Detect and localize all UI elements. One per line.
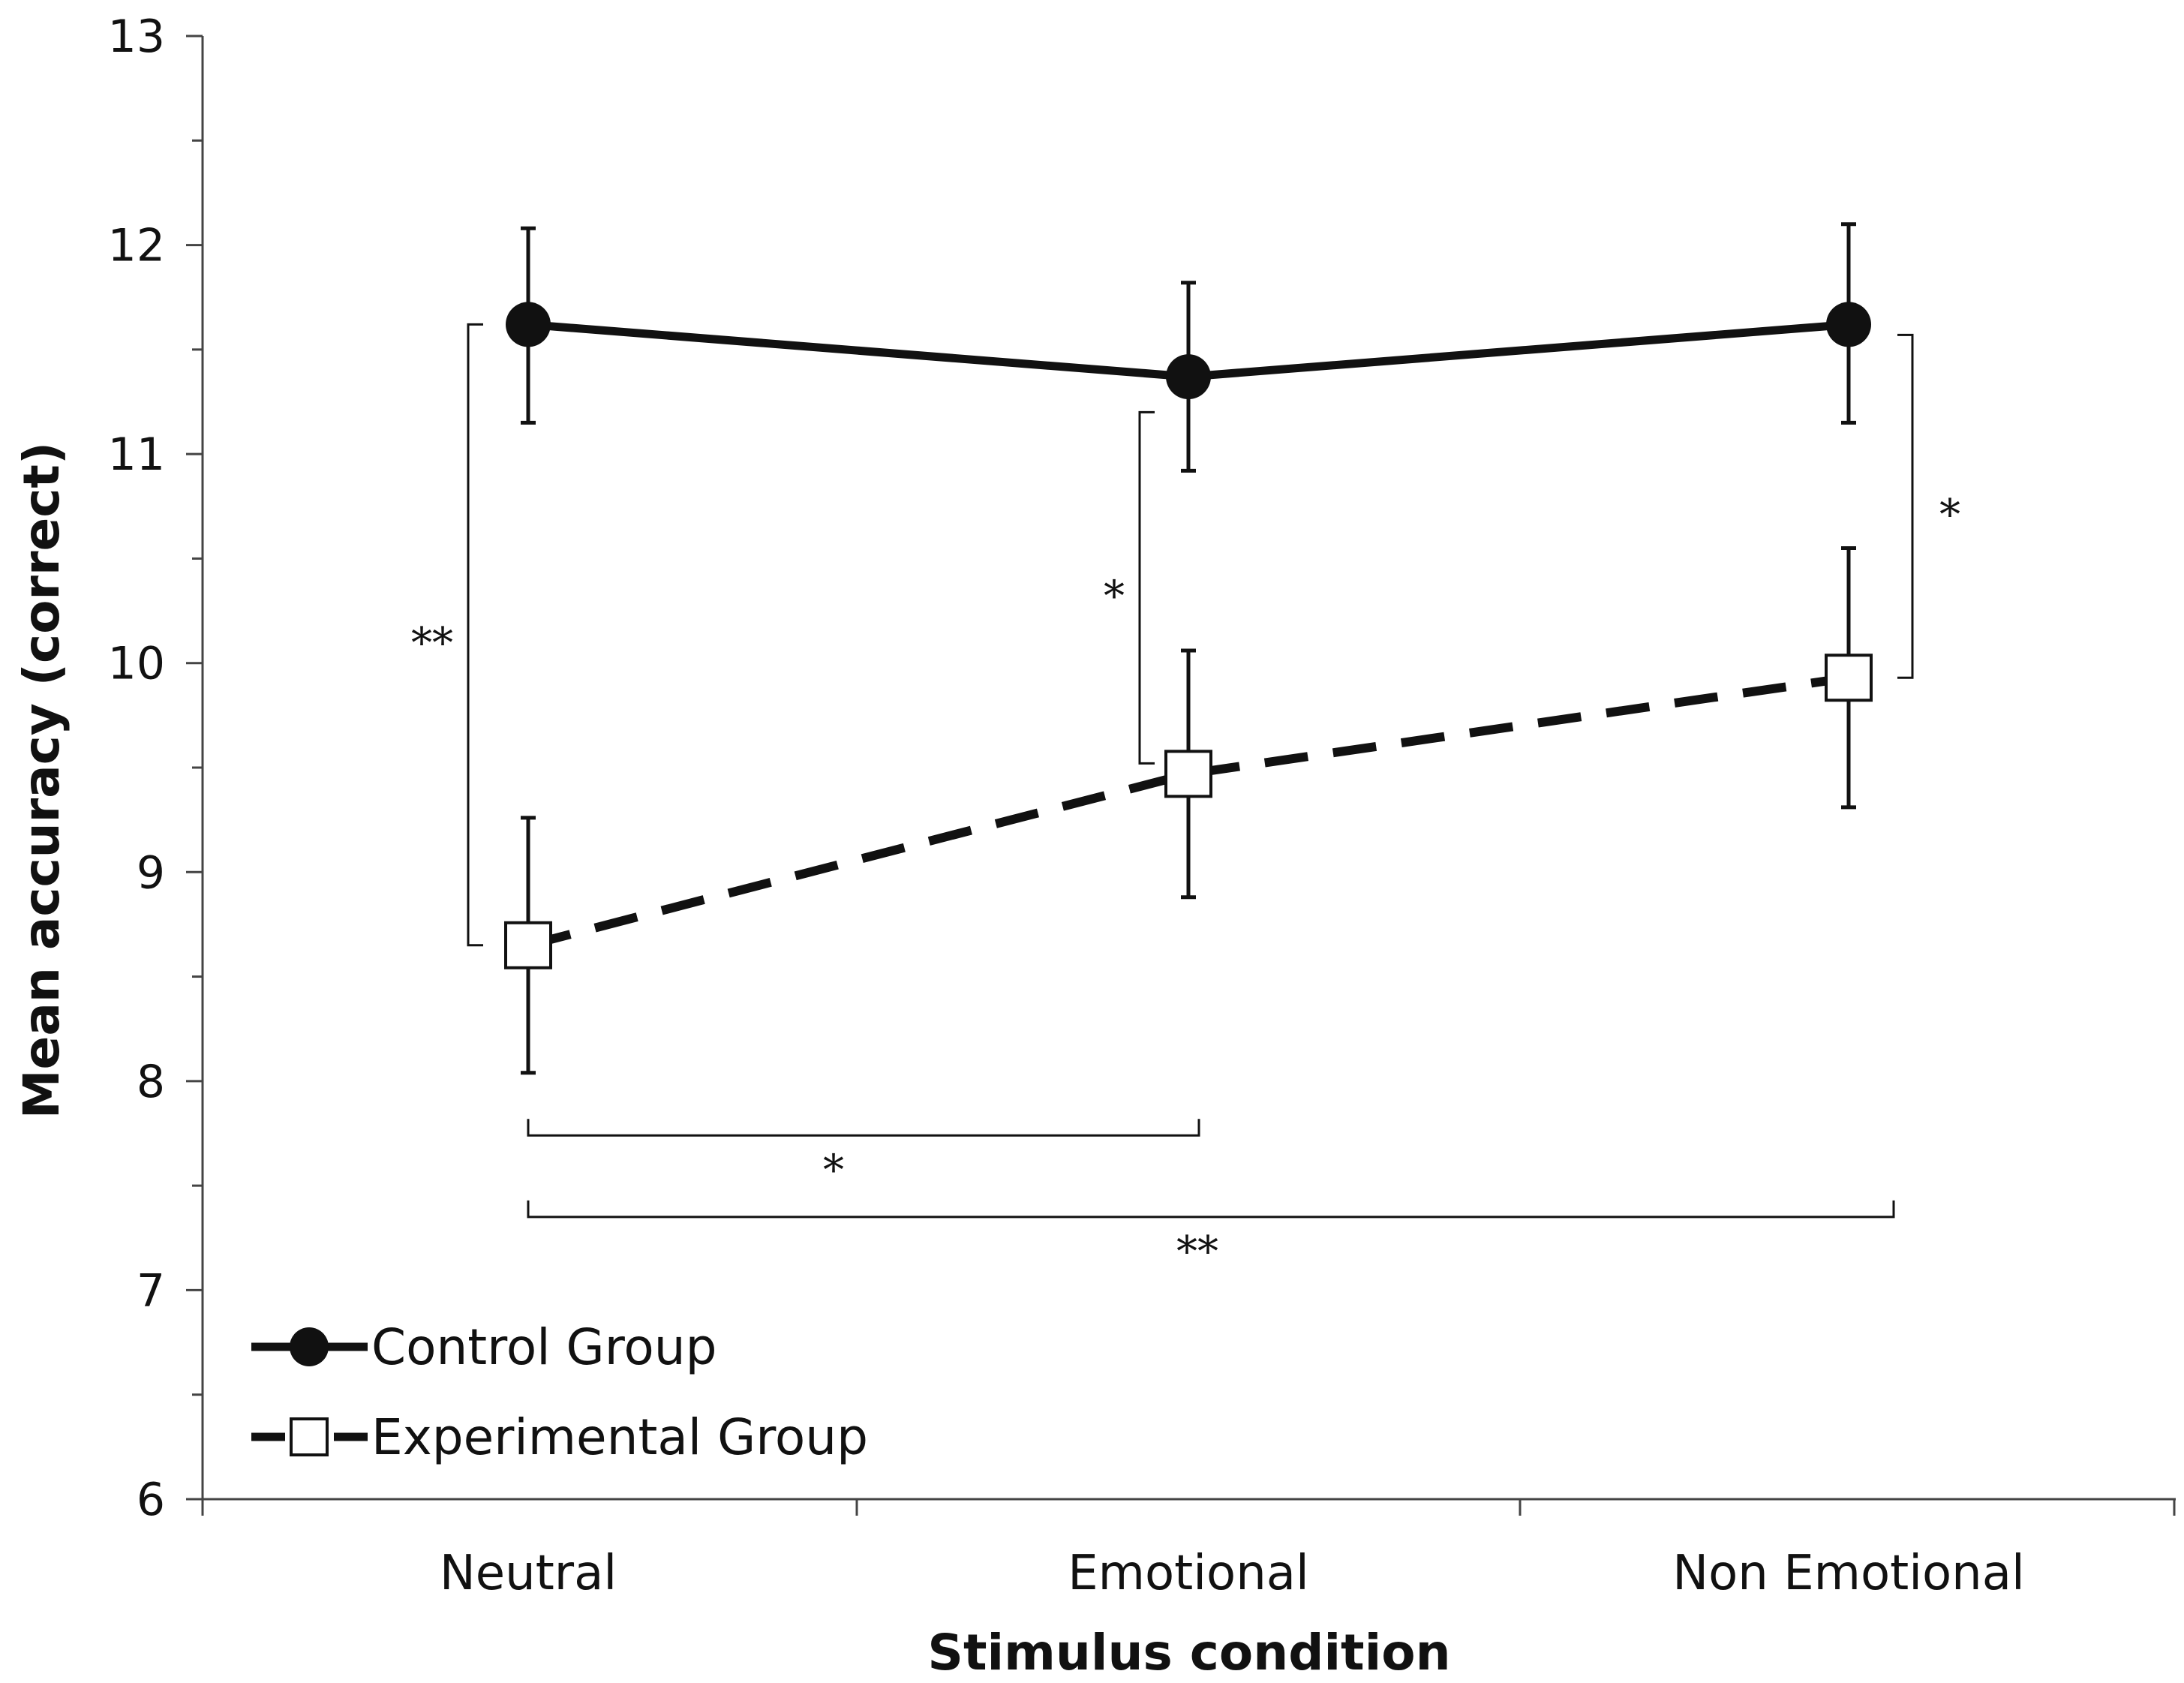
y-tick-label: 7 [137,1264,165,1317]
control-point [1826,302,1871,347]
y-tick-label: 10 [108,638,165,690]
significance-label: * [1939,491,1960,539]
y-tick-label: 12 [108,220,165,272]
series-layer [504,222,1873,1075]
legend-label: Experimental Group [371,1408,868,1466]
significance-label: * [823,1146,844,1195]
experimental-point [504,921,552,969]
y-tick-label: 8 [137,1056,165,1108]
y-tick-label: 13 [108,11,165,63]
y-axis-title: Mean accuracy (correct) [13,442,71,1119]
x-category-label: Neutral [440,1546,617,1601]
legend-marker [290,1417,329,1456]
x-axis-title: Stimulus condition [927,1624,1450,1681]
experimental-point [1825,654,1873,702]
experimental-point [1164,750,1212,798]
significance-bracket [1138,410,1155,765]
legend: Control Group Experimental Group [251,1318,868,1466]
significance-brackets: ******* [411,323,1960,1276]
control-point [506,302,551,347]
y-tick-label: 11 [108,428,165,481]
significance-bracket [467,323,483,947]
significance-label: ** [411,619,453,668]
axes: 6 7 8 9 10 11 12 13 Neutral Emotional Non Emotiona… [108,11,2176,1601]
y-tick-label: 6 [137,1474,165,1526]
significance-bracket [527,1200,1895,1219]
significance-bracket [527,1119,1200,1137]
significance-label: * [1104,572,1125,621]
x-category-label: Emotional [1068,1546,1309,1601]
y-tick-label: 9 [137,846,165,899]
significance-bracket [1897,333,1914,679]
experimental-line [527,673,1849,950]
legend-marker [290,1327,329,1366]
significance-label: ** [1176,1228,1218,1276]
legend-label: Control Group [371,1318,717,1376]
x-category-label: Non Emotional [1672,1546,2024,1601]
control-point [1166,354,1211,400]
